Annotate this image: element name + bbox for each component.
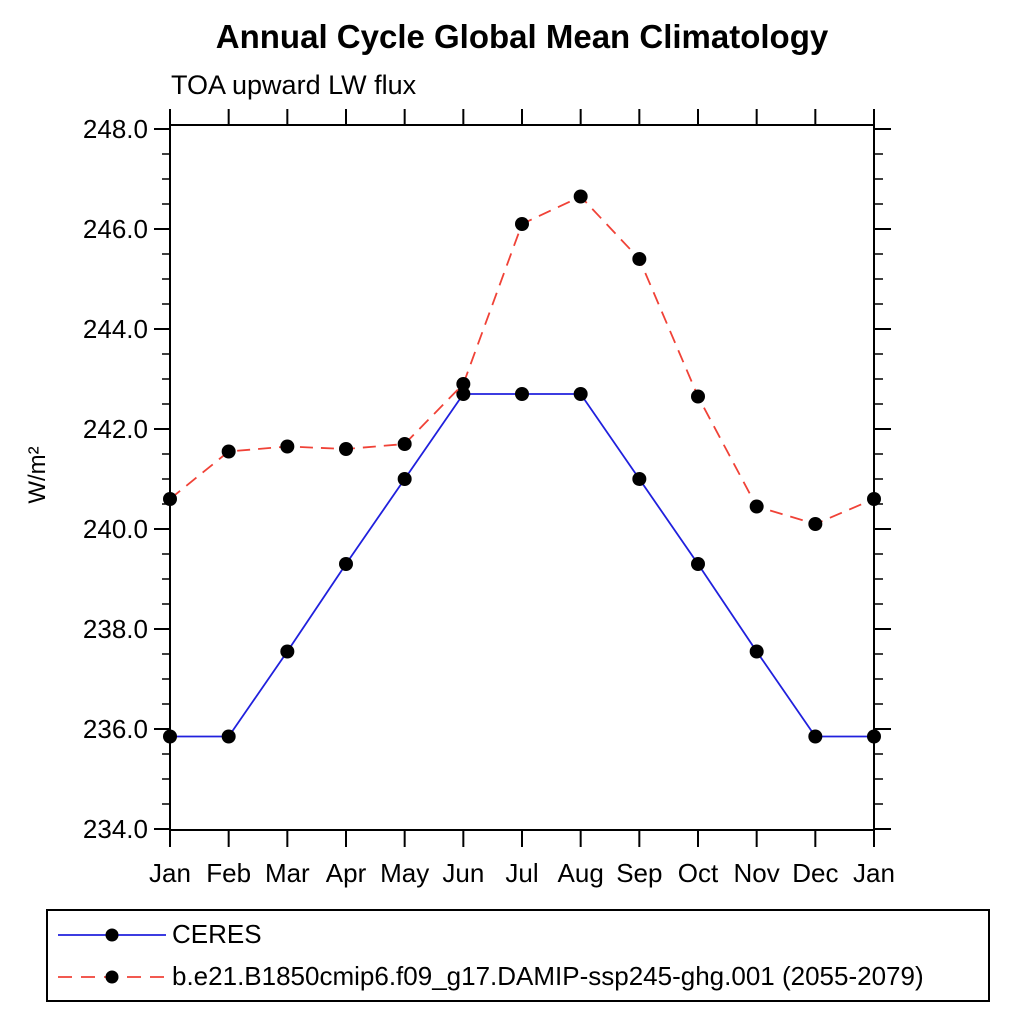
chart-title: Annual Cycle Global Mean Climatology [215, 18, 829, 55]
data-point [397, 437, 412, 451]
data-point [867, 729, 881, 744]
chart-subtitle: TOA upward LW flux [171, 70, 417, 100]
legend-sample-marker [105, 970, 119, 983]
x-tick-label: Feb [206, 858, 251, 888]
y-tick-label: 248.0 [83, 114, 148, 144]
data-point [691, 389, 705, 404]
data-point [867, 492, 881, 506]
data-point [221, 444, 236, 459]
y-tick-label: 236.0 [83, 714, 148, 744]
data-point [632, 252, 647, 266]
legend-item-model: b.e21.B1850cmip6.f09_g17.DAMIP-ssp245-gh… [56, 956, 988, 998]
data-point [456, 377, 471, 391]
data-point [573, 387, 588, 401]
x-tick-label: Mar [265, 858, 310, 888]
x-tick-label: Dec [792, 858, 838, 888]
legend-sample-marker [105, 928, 119, 941]
y-tick-label: 240.0 [83, 514, 148, 544]
data-point [339, 442, 353, 456]
y-tick-label: 234.0 [83, 814, 148, 844]
x-tick-label: Jan [853, 858, 895, 888]
data-point [163, 492, 177, 506]
x-tick-label: Apr [326, 858, 367, 888]
legend-line-model-icon [58, 970, 166, 983]
x-tick-label: May [380, 858, 429, 888]
data-point [280, 439, 295, 454]
x-tick-label: Nov [734, 858, 780, 888]
x-tick-label: Oct [678, 858, 719, 888]
x-tick-label: Jul [505, 858, 538, 888]
y-tick-label: 244.0 [83, 314, 148, 344]
x-tick-label: Aug [558, 858, 604, 888]
series-line-1 [169, 195, 875, 525]
y-tick-label: 246.0 [83, 214, 148, 244]
data-point [456, 387, 471, 401]
y-tick-label: 242.0 [83, 414, 148, 444]
data-point [397, 472, 412, 486]
data-point [632, 472, 647, 486]
data-point [339, 557, 353, 571]
legend-label-model: b.e21.B1850cmip6.f09_g17.DAMIP-ssp245-gh… [172, 961, 924, 991]
series-line-0 [170, 393, 874, 738]
data-point [221, 729, 236, 744]
y-tick-label: 238.0 [83, 614, 148, 644]
data-point [808, 517, 823, 531]
x-tick-label: Jan [149, 858, 191, 888]
data-point [749, 644, 764, 659]
x-tick-label: Sep [616, 858, 662, 888]
data-point [163, 729, 177, 744]
data-point [573, 189, 588, 204]
legend-label-ceres: CERES [172, 919, 262, 949]
data-point [515, 387, 529, 401]
legend-line-ceres-icon [58, 928, 166, 941]
data-point [749, 499, 764, 514]
data-point [691, 557, 705, 571]
x-tick-label: Jun [442, 858, 484, 888]
legend: CERES b.e21.B1850cmip6.f09_g17.DAMIP-ssp… [46, 909, 990, 1002]
data-point [280, 644, 295, 659]
legend-item-ceres: CERES [56, 914, 988, 956]
data-point [515, 217, 529, 231]
data-point [808, 729, 823, 744]
